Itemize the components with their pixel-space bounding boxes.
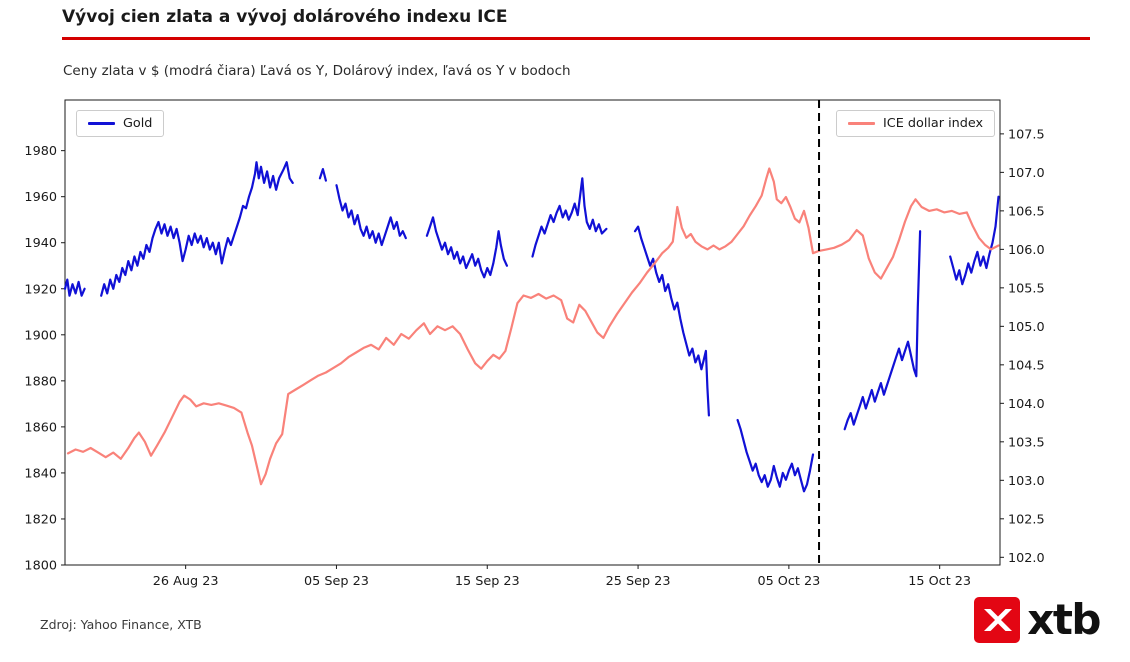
left-axis-tick-label: 1960	[24, 190, 57, 205]
right-axis-tick-label: 104.5	[1008, 358, 1045, 373]
legend-ice: ICE dollar index	[836, 110, 996, 137]
gold-line	[100, 161, 294, 297]
left-axis-tick-label: 1800	[24, 559, 57, 574]
page-title: Vývoj cien zlata a vývoj dolárového inde…	[62, 7, 508, 27]
left-axis-tick-label: 1860	[24, 420, 57, 435]
gold-line	[949, 195, 1000, 286]
chart-subtitle: Ceny zlata v $ (modrá čiara) Ľavá os Y, …	[63, 63, 571, 79]
right-axis-tick-label: 107.0	[1008, 166, 1045, 181]
gold-line	[531, 177, 608, 258]
left-axis-tick-label: 1900	[24, 328, 57, 343]
left-axis-tick-label: 1940	[24, 236, 57, 251]
legend-gold-label: Gold	[123, 116, 153, 131]
right-axis-tick-label: 102.0	[1008, 551, 1045, 566]
xtb-logo-icon	[974, 597, 1021, 643]
right-axis-tick-label: 107.5	[1008, 127, 1045, 142]
right-axis-tick-label: 106.0	[1008, 243, 1045, 258]
x-axis-tick-label: 25 Sep 23	[606, 574, 671, 589]
title-underline	[62, 37, 1090, 40]
gold-line	[633, 225, 710, 417]
ice-line-swatch-icon	[848, 122, 875, 125]
gold-line	[843, 230, 922, 431]
gold-line-swatch-icon	[88, 122, 115, 125]
source-note: Zdroj: Yahoo Finance, XTB	[40, 617, 202, 632]
plot-border	[64, 99, 1001, 566]
gold-line	[318, 168, 327, 182]
right-axis-tick-label: 104.0	[1008, 397, 1045, 412]
x-axis-tick-label: 05 Sep 23	[304, 574, 369, 589]
x-axis-tick-label: 05 Oct 23	[757, 574, 820, 589]
right-axis-tick-label: 102.5	[1008, 512, 1045, 527]
right-axis-tick-label: 106.5	[1008, 204, 1045, 219]
xtb-logo-text: xtb	[1027, 595, 1101, 644]
legend-ice-label: ICE dollar index	[883, 116, 984, 131]
gold-line	[63, 278, 86, 297]
x-axis-tick-label: 15 Sep 23	[455, 574, 520, 589]
right-axis-tick-label: 103.0	[1008, 474, 1045, 489]
left-axis-tick-label: 1880	[24, 374, 57, 389]
gold-line	[736, 418, 815, 493]
right-axis-tick-label: 105.5	[1008, 281, 1045, 296]
ice-dollar-index-line	[66, 167, 1000, 486]
left-axis-tick-label: 1980	[24, 144, 57, 159]
gold-line	[335, 184, 407, 247]
x-axis-tick-label: 15 Oct 23	[908, 574, 971, 589]
right-axis-tick-label: 105.0	[1008, 320, 1045, 335]
legend-gold: Gold	[76, 110, 165, 137]
gold-line	[425, 216, 508, 279]
left-axis-tick-label: 1920	[24, 282, 57, 297]
x-axis-tick-label: 26 Aug 23	[153, 574, 219, 589]
xtb-logo: xtb	[974, 595, 1101, 644]
left-axis-tick-label: 1820	[24, 512, 57, 527]
left-axis-tick-label: 1840	[24, 466, 57, 481]
xtb-x-glyph-icon	[984, 609, 1013, 631]
right-axis-tick-label: 103.5	[1008, 435, 1045, 450]
